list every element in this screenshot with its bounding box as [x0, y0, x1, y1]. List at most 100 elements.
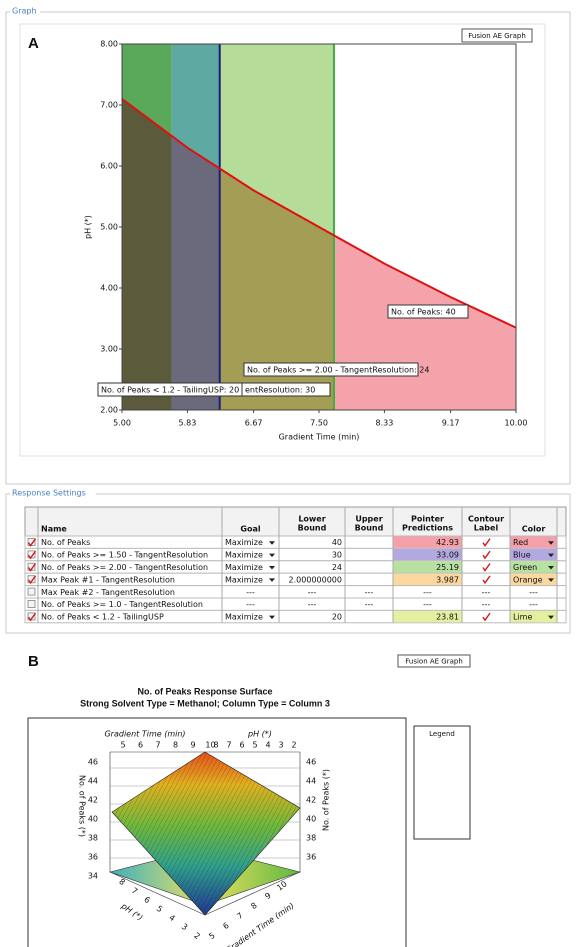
row-name: No. of Peaks >= 2.00 - TangentResolution [41, 563, 208, 572]
column-header: Lower [298, 515, 325, 524]
response-label-bg [10, 487, 96, 499]
row-name: Max Peak #1 - TangentResolution [41, 575, 175, 584]
button-label[interactable]: Fusion AE Graph [468, 32, 526, 40]
tick-label: 7 [235, 911, 244, 921]
tick-label: 2 [291, 741, 296, 750]
dropdown-arrow[interactable] [269, 541, 275, 545]
dropdown-arrow[interactable] [269, 566, 275, 570]
check-icon [482, 563, 491, 572]
y-tick-label: 3.00 [100, 345, 118, 354]
tick-label: 40 [306, 815, 316, 824]
dropdown-arrow[interactable] [548, 541, 554, 545]
tick-label: 6 [239, 741, 244, 750]
goal-cell: Maximize [225, 551, 263, 560]
x-axis-label: Gradient Time (min) [279, 433, 360, 442]
empty-cell: --- [365, 600, 374, 609]
dropdown-arrow[interactable] [269, 615, 275, 620]
tick-label: 42 [306, 796, 316, 805]
empty-cell: --- [482, 588, 491, 597]
legend-title: Legend [429, 730, 455, 738]
prediction-bg [393, 536, 462, 548]
goal-cell: Maximize [225, 613, 263, 622]
dropdown-arrow[interactable] [548, 578, 554, 582]
empty-cell: --- [246, 588, 255, 597]
column-header: Bound [355, 524, 384, 533]
axis-label: No. of Peaks (*) [78, 775, 87, 837]
dropdown-arrow[interactable] [548, 553, 554, 558]
goal-cell: Maximize [225, 563, 263, 572]
region-below [171, 135, 220, 410]
row-checkbox[interactable] [27, 600, 36, 608]
tick-label: 2 [192, 931, 201, 941]
empty-cell: --- [423, 600, 432, 609]
tick-label: 7 [226, 741, 231, 750]
goal-cell: Maximize [225, 538, 263, 547]
tick-label: 8 [213, 741, 218, 750]
y-tick-label: 2.00 [100, 406, 118, 415]
dropdown-arrow[interactable] [269, 578, 275, 582]
response-curve [121, 98, 517, 329]
row-checkbox[interactable] [27, 587, 36, 596]
button-label[interactable]: Fusion AE Graph [405, 658, 463, 666]
tick-label: 7 [130, 886, 139, 896]
lower-cell: 30 [332, 551, 342, 560]
tick-label: 6 [138, 741, 143, 750]
column-header: Predictions [402, 524, 453, 533]
color-bg [510, 610, 557, 623]
empty-cell: --- [529, 588, 538, 597]
tick-label: 44 [88, 777, 98, 786]
y-tick-label: 7.00 [100, 101, 118, 110]
color-bg [510, 561, 557, 573]
x-tick-label: 7.50 [310, 419, 328, 428]
group-label: Graph [12, 7, 37, 16]
group-label: Response Settings [12, 489, 86, 498]
response-table: Name GoalLowerBoundUpperBoundPointerPredi… [24, 506, 567, 624]
graph-label-bg [10, 5, 40, 17]
lower-cell: 20 [332, 613, 342, 622]
prediction-bg [393, 610, 462, 623]
region-below [122, 98, 172, 411]
tick-label: 7 [155, 741, 160, 750]
tick-label: 5 [120, 741, 125, 750]
row-name: No. of Peaks [41, 538, 90, 547]
panel-letter: A [28, 35, 39, 52]
column-header: Goal [240, 525, 260, 534]
tick-label: 4 [167, 913, 176, 923]
empty-cell: --- [246, 600, 255, 609]
axis-label: Gradient Time (min) [104, 730, 185, 739]
dropdown-arrow[interactable] [548, 615, 554, 620]
dropdown-arrow[interactable] [269, 553, 275, 558]
annotation-box [241, 382, 331, 397]
tick-label: 38 [88, 834, 98, 843]
tick-label: 3 [180, 922, 189, 932]
plot-a: 5.00 5.83 6.67 7.50 8.33 9.17 10.00 2.00 3.00 4.0… [84, 40, 528, 442]
check-icon [27, 550, 37, 560]
lower-cell: 2.000000000 [289, 575, 342, 584]
prediction-bg [393, 561, 462, 573]
tick-label: 9 [263, 891, 272, 901]
empty-cell: --- [308, 588, 317, 597]
graph-group [5, 11, 571, 485]
prediction-cell: 33.09 [436, 551, 459, 560]
annotation-box [243, 362, 419, 377]
column-header: Contour [468, 515, 504, 524]
prediction-bg [393, 573, 462, 586]
tick-label: 8 [173, 741, 178, 750]
prediction-cell: 23.81 [436, 613, 459, 622]
empty-cell: --- [365, 588, 374, 597]
column-header: Label [474, 524, 499, 533]
x-tick-label: 8.33 [375, 419, 393, 428]
prediction-cell: 42.93 [436, 538, 459, 547]
tick-label: 46 [88, 758, 98, 767]
tick-label: 6 [142, 895, 151, 905]
y-tick-label: 8.00 [100, 40, 118, 49]
button[interactable] [461, 28, 533, 43]
goal-cell: Maximize [225, 575, 263, 584]
button[interactable] [397, 654, 471, 668]
y-axis-label: pH (*) [84, 215, 93, 239]
color-cell: Lime [513, 613, 532, 622]
dropdown-arrow[interactable] [548, 566, 554, 570]
color-bg [510, 573, 557, 586]
empty-cell: --- [308, 600, 317, 609]
x-tick-label: 9.17 [442, 419, 460, 428]
